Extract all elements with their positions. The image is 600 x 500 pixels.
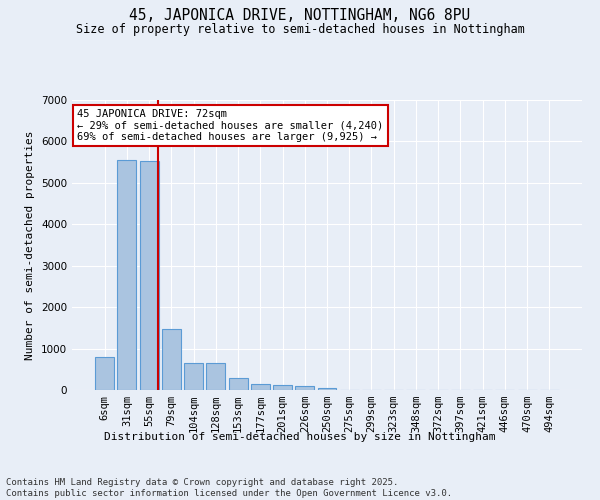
- Text: Contains HM Land Registry data © Crown copyright and database right 2025.
Contai: Contains HM Land Registry data © Crown c…: [6, 478, 452, 498]
- Bar: [273, 386, 292, 390]
- Text: 45 JAPONICA DRIVE: 72sqm
← 29% of semi-detached houses are smaller (4,240)
69% o: 45 JAPONICA DRIVE: 72sqm ← 29% of semi-d…: [77, 108, 383, 142]
- Bar: [140, 162, 158, 390]
- Bar: [317, 388, 337, 390]
- Y-axis label: Number of semi-detached properties: Number of semi-detached properties: [25, 130, 35, 360]
- Bar: [184, 363, 203, 390]
- Text: 45, JAPONICA DRIVE, NOTTINGHAM, NG6 8PU: 45, JAPONICA DRIVE, NOTTINGHAM, NG6 8PU: [130, 8, 470, 22]
- Bar: [162, 329, 181, 390]
- Bar: [95, 357, 114, 390]
- Text: Size of property relative to semi-detached houses in Nottingham: Size of property relative to semi-detach…: [76, 22, 524, 36]
- Bar: [118, 160, 136, 390]
- Text: Distribution of semi-detached houses by size in Nottingham: Distribution of semi-detached houses by …: [104, 432, 496, 442]
- Bar: [206, 363, 225, 390]
- Bar: [295, 386, 314, 390]
- Bar: [251, 384, 270, 390]
- Bar: [229, 378, 248, 390]
